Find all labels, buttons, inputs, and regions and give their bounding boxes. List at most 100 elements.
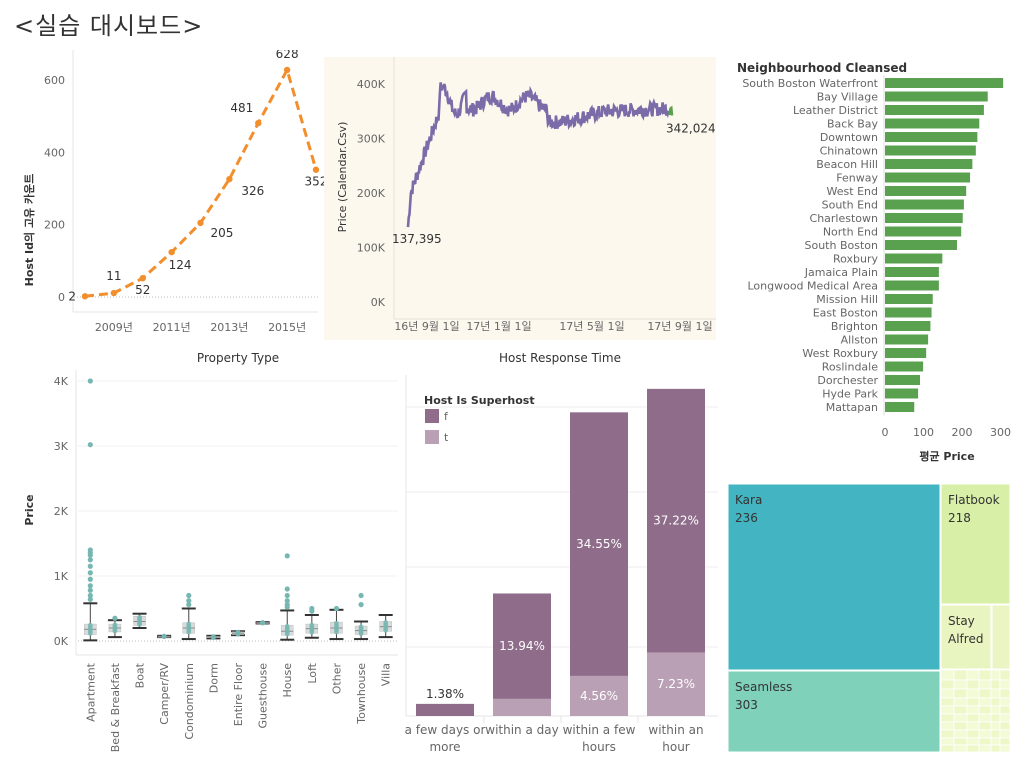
category-label: Roslindale — [822, 361, 878, 374]
data-point — [358, 624, 364, 630]
treemap-cell — [940, 604, 992, 670]
treemap-cell-small — [999, 713, 1010, 723]
y-tick-label: 400 — [44, 146, 65, 159]
data-point — [112, 622, 118, 628]
treemap-value: 218 — [948, 511, 971, 525]
category-label: within a day — [485, 723, 558, 737]
x-tick-label: 2011년 — [153, 321, 191, 334]
category-label: West End — [827, 185, 878, 198]
treemap-cell-small — [940, 721, 955, 731]
x-tick-label: 2009년 — [95, 321, 133, 334]
category-label: within a few — [563, 723, 636, 737]
treemap-cell — [940, 484, 1010, 605]
outlier-point — [87, 583, 93, 589]
data-point — [260, 620, 266, 625]
bar — [885, 172, 971, 183]
data-label: 352 — [305, 175, 328, 189]
bar — [885, 240, 957, 250]
treemap-label: Alfred — [948, 632, 983, 646]
treemap-cell-small — [940, 705, 955, 715]
category-label: Bed & Breakfast — [109, 662, 122, 752]
chart-title: Property Type — [197, 351, 279, 365]
bar — [885, 375, 921, 385]
outlier-point — [284, 586, 290, 592]
bar — [885, 199, 964, 210]
bar — [885, 321, 931, 331]
outlier-point — [284, 604, 290, 610]
legend-label-t: t — [444, 431, 449, 444]
neighbourhood-bar-chart: Neighbourhood Cleansed South Boston Wate… — [737, 61, 1011, 463]
treemap-cell-small — [999, 697, 1010, 707]
category-label: Longwood Medical Area — [747, 280, 878, 293]
treemap-cell-small — [966, 721, 980, 731]
y-tick-label: 0 — [58, 291, 65, 304]
bar — [885, 307, 932, 318]
data-point — [139, 275, 146, 282]
category-label: West Roxbury — [802, 347, 878, 360]
data-point — [312, 166, 320, 173]
bar — [885, 159, 973, 169]
treemap-cell-small — [953, 705, 968, 715]
x-tick-label: 100 — [913, 426, 934, 439]
price-series-forecast — [667, 105, 674, 116]
treemap-cell-small — [999, 669, 1010, 681]
chart-title: Host Response Time — [499, 351, 621, 365]
treemap-cell — [728, 484, 941, 671]
outlier-point — [87, 596, 93, 602]
bar — [885, 132, 978, 142]
y-tick-label: 3K — [54, 440, 69, 453]
treemap-cell-small — [999, 737, 1010, 746]
treemap-cell-small — [953, 713, 968, 723]
treemap-cell-small — [953, 679, 968, 690]
bar-f — [570, 412, 628, 676]
treemap-cell-small — [978, 721, 992, 731]
treemap-cell-small — [966, 737, 980, 746]
treemap-cell-small — [978, 697, 992, 707]
data-point — [137, 614, 142, 620]
data-point — [110, 289, 118, 297]
y-axis-title: Host Id의 고유 카운트 — [22, 174, 36, 287]
treemap-cell-small — [940, 688, 955, 699]
treemap-cell — [728, 670, 941, 752]
category-label: Downtown — [820, 131, 878, 144]
treemap-cell-small — [990, 713, 1001, 723]
treemap-cell-small — [999, 679, 1010, 690]
treemap-cell-small — [978, 679, 992, 690]
category-label: Jamaica Plain — [804, 266, 878, 279]
category-label: Bay Village — [817, 91, 878, 104]
treemap-cell-small — [990, 705, 1001, 715]
bar — [885, 267, 939, 277]
bar — [885, 213, 963, 223]
y-tick-label: 400K — [357, 78, 386, 91]
outlier-point — [358, 602, 364, 608]
legend-title: Host Is Superhost — [424, 394, 535, 407]
data-label: 11 — [106, 269, 121, 283]
treemap-cell-small — [978, 713, 992, 723]
chart-title: Neighbourhood Cleansed — [737, 61, 907, 75]
data-label: 481 — [230, 101, 253, 115]
outlier-point — [87, 570, 93, 576]
data-point — [87, 622, 93, 628]
y-tick-label: 300K — [357, 132, 386, 145]
category-label: House — [281, 663, 294, 698]
x-tick-label: 17년 5월 1일 — [559, 319, 624, 333]
x-tick-label: 2015년 — [268, 321, 306, 334]
category-label: Chinatown — [820, 145, 878, 158]
outlier-point — [284, 598, 290, 604]
category-label: Villa — [380, 663, 393, 686]
treemap-cell-small — [978, 688, 992, 699]
y-tick-label: 0K — [371, 296, 386, 309]
category-label: Loft — [306, 662, 319, 683]
data-label: 124 — [169, 258, 192, 272]
category-label: Mattapan — [826, 401, 878, 414]
treemap-cell-small — [953, 669, 968, 681]
outlier-point — [284, 553, 290, 559]
treemap-cell-small — [953, 744, 968, 752]
data-point — [284, 623, 290, 629]
treemap-cell-small — [990, 697, 1001, 707]
category-label: Townhouse — [355, 663, 368, 725]
category-label: Entire Floor — [232, 663, 245, 727]
treemap-label: Seamless — [735, 680, 792, 694]
bar — [885, 348, 927, 358]
outlier-point — [87, 563, 93, 569]
